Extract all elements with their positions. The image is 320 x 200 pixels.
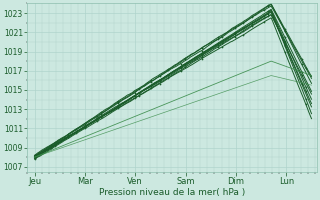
X-axis label: Pression niveau de la mer( hPa ): Pression niveau de la mer( hPa )	[99, 188, 245, 197]
